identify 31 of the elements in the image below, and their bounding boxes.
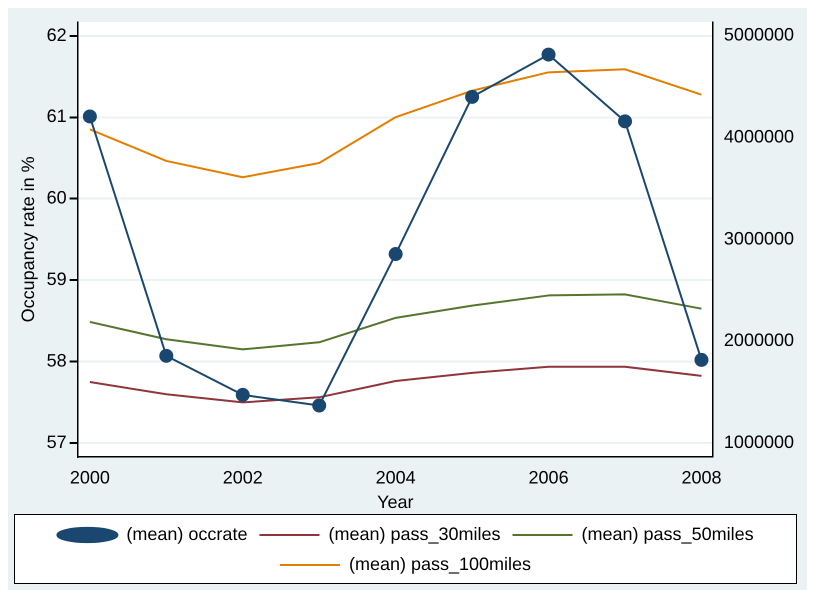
point	[236, 388, 250, 402]
x-tick-label: 2008	[681, 468, 722, 488]
point	[465, 90, 480, 104]
y2-tick-label: 4000000	[724, 126, 794, 146]
y2-tick-label: 5000000	[724, 24, 794, 45]
x-axis-title: Year	[377, 492, 414, 512]
point	[82, 109, 97, 124]
legend-label: (mean) pass_30miles	[328, 524, 501, 544]
point	[312, 398, 326, 413]
x-tick-label: 2006	[528, 468, 569, 488]
point	[542, 48, 556, 62]
y-tick-label: 58	[46, 350, 67, 371]
point	[388, 247, 403, 262]
point	[159, 348, 174, 363]
y-tick-label: 57	[46, 432, 67, 452]
y-tick-label: 60	[46, 188, 67, 208]
y-tick-label: 61	[46, 106, 67, 126]
y2-tick-label: 3000000	[724, 228, 794, 248]
y2-tick-label: 2000000	[724, 330, 794, 350]
legend-label: (mean) occrate	[126, 524, 248, 544]
x-tick-label: 2002	[222, 468, 263, 488]
y2-tick-label: 1000000	[724, 432, 794, 452]
y-tick-label: 62	[46, 24, 67, 45]
y-tick-label: 59	[46, 269, 67, 290]
legend-label: (mean) pass_100miles	[348, 554, 532, 574]
x-tick-label: 2000	[70, 468, 110, 488]
legend-label: (mean) pass_50miles	[582, 524, 754, 544]
y-axis-title: Occupancy rate in %	[18, 156, 38, 322]
point	[694, 352, 708, 367]
x-tick-label: 2004	[376, 468, 416, 488]
point	[618, 114, 632, 128]
